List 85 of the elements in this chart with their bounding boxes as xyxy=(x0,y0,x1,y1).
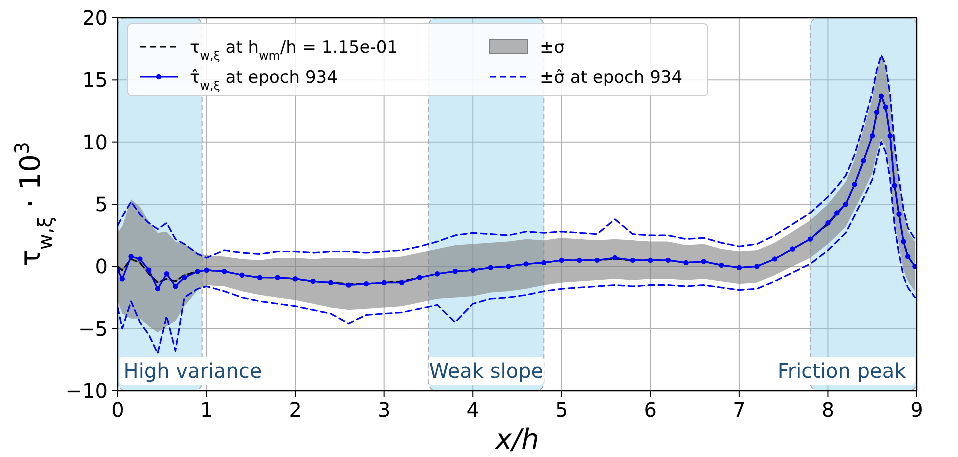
point xyxy=(173,284,178,290)
point xyxy=(470,268,476,273)
x-tick-label: 3 xyxy=(378,398,391,422)
x-tick-label: 8 xyxy=(822,398,835,422)
y-tick-label: 5 xyxy=(95,192,108,216)
point xyxy=(346,282,352,288)
band-label: Friction peak xyxy=(778,359,907,383)
point xyxy=(328,280,334,286)
x-tick-label: 4 xyxy=(466,398,480,422)
point xyxy=(146,268,152,273)
point xyxy=(240,272,245,278)
y-tick-label: 10 xyxy=(82,130,108,154)
point xyxy=(524,262,529,267)
point xyxy=(790,246,796,252)
point xyxy=(736,265,742,271)
point xyxy=(382,280,387,286)
point xyxy=(138,256,143,262)
point xyxy=(892,183,898,188)
point xyxy=(684,260,689,266)
point xyxy=(364,281,370,287)
point xyxy=(275,275,280,280)
x-tick-label: 5 xyxy=(556,398,568,422)
point xyxy=(292,276,298,282)
point xyxy=(577,258,582,264)
y-tick-label: −5 xyxy=(78,316,108,341)
band-label: Weak slope xyxy=(429,359,544,383)
line-series xyxy=(118,142,916,354)
point xyxy=(417,275,422,280)
point xyxy=(506,264,512,270)
point xyxy=(826,220,831,226)
legend-label: ±σ̂ at epoch 934 xyxy=(540,68,683,88)
point xyxy=(630,258,636,264)
point xyxy=(888,134,893,139)
point xyxy=(164,272,170,277)
y-tick-label: 15 xyxy=(82,68,108,92)
point xyxy=(843,202,849,208)
point xyxy=(912,264,917,270)
x-axis-title: x/h xyxy=(494,423,540,456)
point xyxy=(310,278,316,284)
point xyxy=(594,258,600,264)
point xyxy=(204,268,210,273)
point xyxy=(883,104,889,110)
point xyxy=(612,255,618,261)
y-tick-label: 0 xyxy=(95,254,108,279)
point xyxy=(452,269,458,274)
point xyxy=(648,258,654,264)
point xyxy=(195,269,200,274)
legend-label: τ̂$_{w,ξ}$ at epoch 934 xyxy=(190,68,338,93)
point xyxy=(257,275,263,280)
point xyxy=(808,236,814,242)
x-tick-label: 9 xyxy=(910,398,924,422)
point xyxy=(874,110,880,116)
point xyxy=(772,256,778,262)
point xyxy=(870,134,876,139)
point xyxy=(222,269,228,274)
point xyxy=(754,264,760,270)
x-tick-label: 0 xyxy=(112,398,124,422)
point xyxy=(182,275,188,280)
point xyxy=(861,158,866,164)
x-tick-label: 1 xyxy=(200,398,214,422)
legend-label: τ$_{w,ξ}$ at h$_{wm}$/h = 1.15e-01 xyxy=(190,38,398,63)
y-tick-label: 20 xyxy=(82,6,108,30)
x-tick-label: 6 xyxy=(644,398,658,422)
x-tick-label: 7 xyxy=(733,398,746,422)
point xyxy=(901,239,906,244)
point xyxy=(155,286,161,292)
point xyxy=(399,280,405,286)
point xyxy=(120,276,126,282)
point xyxy=(666,258,672,264)
point xyxy=(906,254,911,260)
point xyxy=(701,259,707,264)
point xyxy=(128,254,134,260)
band-label: High variance xyxy=(124,359,262,383)
y-tick-label: −10 xyxy=(66,379,108,403)
point xyxy=(435,272,440,277)
point xyxy=(834,210,840,216)
point xyxy=(852,182,858,188)
point xyxy=(542,260,547,266)
point xyxy=(719,262,724,268)
point xyxy=(878,94,884,99)
point xyxy=(896,212,902,218)
point xyxy=(559,258,564,264)
x-tick-label: 2 xyxy=(289,398,302,422)
point xyxy=(488,265,494,271)
legend-label: ±σ xyxy=(540,38,566,58)
